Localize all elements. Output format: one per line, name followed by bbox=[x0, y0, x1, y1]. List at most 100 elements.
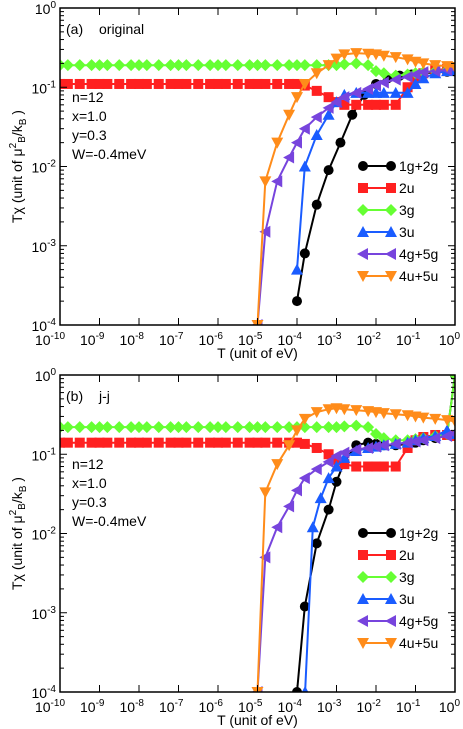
legend-marker-2u bbox=[386, 183, 396, 193]
data-point-4u+5u bbox=[417, 58, 430, 70]
data-point-3g bbox=[152, 421, 165, 434]
data-point-3g bbox=[140, 59, 153, 72]
data-point-3g bbox=[140, 421, 153, 434]
data-point-2u bbox=[220, 78, 231, 89]
data-point-4g+5g bbox=[370, 440, 381, 453]
data-point-3g bbox=[125, 421, 138, 434]
plot-area bbox=[60, 375, 455, 692]
data-point-2u bbox=[299, 438, 310, 449]
data-point-2u bbox=[351, 461, 362, 472]
data-point-3g bbox=[291, 59, 303, 72]
data-point-2u bbox=[74, 437, 85, 448]
data-point-3u bbox=[314, 492, 327, 504]
data-point-3u bbox=[298, 160, 311, 172]
data-point-2u bbox=[323, 449, 334, 460]
data-point-3g bbox=[192, 421, 205, 434]
data-point-4g+5g bbox=[338, 446, 350, 459]
legend-marker-3g bbox=[385, 571, 397, 583]
y-tick-label: 10-1 bbox=[32, 79, 57, 96]
x-tick-label: 10-6 bbox=[199, 331, 224, 348]
data-point-4g+5g bbox=[259, 225, 271, 238]
x-tick-label: 10-7 bbox=[159, 331, 184, 348]
x-tick-label: 10-8 bbox=[120, 331, 145, 348]
data-point-4u+5u bbox=[291, 425, 303, 437]
data-point-3u bbox=[401, 86, 414, 98]
legend-marker-4u+5u bbox=[385, 271, 397, 282]
data-point-2u bbox=[181, 78, 192, 89]
x-tick-label: 10-2 bbox=[357, 698, 382, 715]
data-point-4u+5u bbox=[350, 48, 363, 60]
legend-marker-4g+5g bbox=[357, 248, 368, 260]
data-point-3u bbox=[322, 108, 335, 120]
legend-label-2u: 2u bbox=[399, 180, 415, 196]
legend-marker-3u bbox=[385, 226, 397, 237]
data-point-3u bbox=[322, 472, 335, 484]
data-point-3g bbox=[271, 59, 284, 72]
data-point-3u bbox=[362, 86, 375, 98]
data-point-1g+2g bbox=[323, 504, 334, 515]
data-point-3g bbox=[212, 59, 224, 72]
data-point-4g+5g bbox=[322, 455, 334, 468]
param-text: n=12 bbox=[72, 456, 104, 472]
data-point-4g+5g bbox=[362, 441, 374, 454]
legend-marker-3u bbox=[357, 226, 369, 237]
data-point-2u bbox=[205, 78, 216, 89]
data-point-4u+5u bbox=[271, 459, 284, 471]
data-point-3g bbox=[219, 421, 232, 434]
legend-label-2u: 2u bbox=[399, 547, 415, 563]
data-point-3g bbox=[338, 420, 351, 433]
data-point-2u bbox=[292, 78, 302, 89]
data-point-2u bbox=[114, 437, 125, 448]
data-point-2u bbox=[252, 437, 263, 448]
data-point-2u bbox=[339, 99, 350, 110]
legend-marker-1g+2g bbox=[386, 161, 396, 171]
data-point-2u bbox=[390, 461, 401, 472]
data-point-1g+2g bbox=[347, 109, 358, 120]
data-point-3u bbox=[306, 521, 319, 533]
legend-marker-2u bbox=[358, 550, 368, 560]
data-point-4u+5u bbox=[377, 50, 390, 62]
data-point-4u+5u bbox=[389, 409, 402, 421]
data-point-4g+5g bbox=[362, 83, 374, 96]
data-point-4u+5u bbox=[330, 53, 343, 65]
param-text: n=12 bbox=[72, 89, 104, 105]
data-point-2u bbox=[62, 78, 73, 89]
data-point-2u bbox=[260, 437, 271, 448]
data-point-3g bbox=[172, 421, 185, 434]
data-point-4g+5g bbox=[298, 472, 310, 485]
legend-marker-2u bbox=[358, 183, 368, 193]
data-point-3g bbox=[243, 421, 256, 434]
data-point-3g bbox=[251, 421, 264, 434]
legend-marker-3g bbox=[357, 204, 369, 216]
data-point-3g bbox=[93, 59, 106, 72]
data-point-3g bbox=[133, 59, 145, 72]
data-point-4u+5u bbox=[362, 48, 375, 60]
data-point-4g+5g bbox=[330, 450, 342, 463]
data-point-2u bbox=[244, 78, 255, 89]
data-point-3g bbox=[219, 59, 232, 72]
data-point-3g bbox=[212, 421, 224, 434]
data-point-3g bbox=[61, 59, 74, 72]
data-point-3u bbox=[409, 77, 422, 89]
data-point-3g bbox=[164, 421, 177, 434]
data-point-2u bbox=[363, 461, 374, 472]
data-point-4g+5g bbox=[377, 439, 389, 452]
data-point-1g+2g bbox=[292, 296, 302, 307]
data-point-3g bbox=[101, 59, 114, 72]
data-point-3g bbox=[283, 421, 296, 434]
data-point-3g bbox=[113, 59, 126, 72]
data-point-3u bbox=[377, 86, 390, 98]
data-point-1g+2g bbox=[311, 199, 322, 210]
data-point-4g+5g bbox=[417, 434, 429, 447]
data-point-2u bbox=[134, 78, 144, 89]
legend-marker-1g+2g bbox=[358, 528, 368, 538]
data-point-2u bbox=[94, 437, 105, 448]
legend-marker-1g+2g bbox=[386, 528, 396, 538]
data-point-3u bbox=[417, 72, 430, 84]
x-tick-label: 100 bbox=[439, 698, 461, 715]
x-tick-label: 10-6 bbox=[199, 698, 224, 715]
data-point-2u bbox=[173, 78, 184, 89]
data-point-4g+5g bbox=[350, 443, 362, 456]
legend-label-4u+5u: 4u+5u bbox=[399, 268, 438, 284]
